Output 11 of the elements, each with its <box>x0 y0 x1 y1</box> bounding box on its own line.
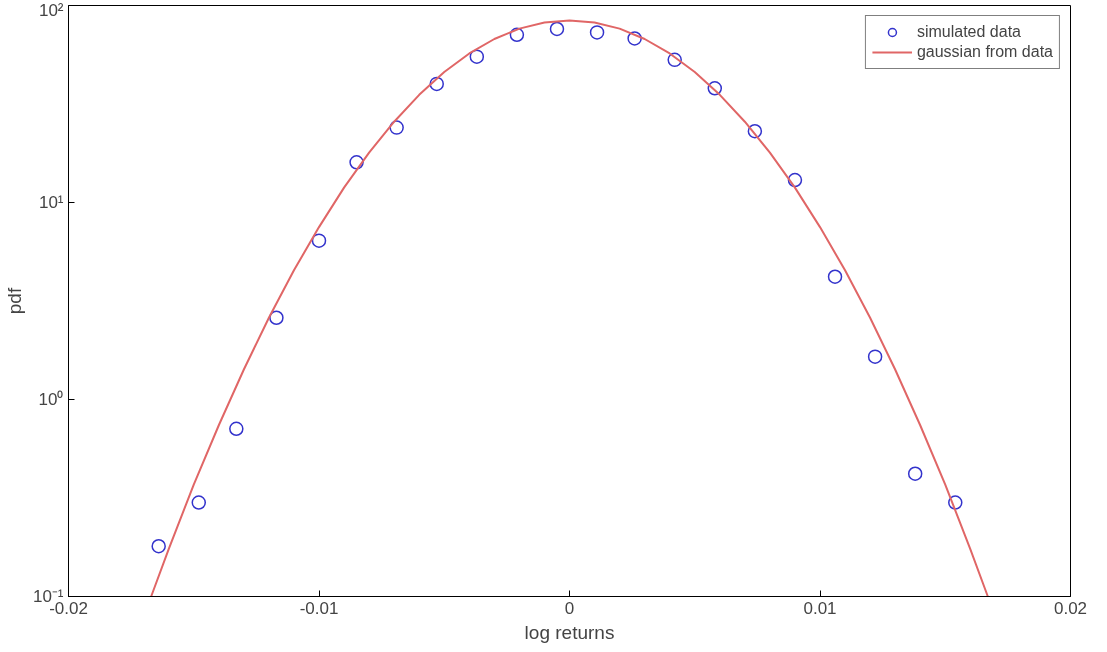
y-axis-title: pdf <box>3 287 25 315</box>
y-tick-label: 10¹ <box>38 193 64 212</box>
x-axis-title: log returns <box>524 621 615 643</box>
legend-label: simulated data <box>916 23 1021 41</box>
y-tick-label: 10⁰ <box>38 390 64 409</box>
x-tick-label: 0.02 <box>1053 598 1088 618</box>
x-tick-label: -0.01 <box>299 598 339 618</box>
y-tick-label: 10² <box>38 0 64 20</box>
x-tick-label: 0.01 <box>803 598 837 618</box>
x-tick-label: 0 <box>564 598 575 618</box>
legend-label: gaussian from data <box>916 43 1053 61</box>
